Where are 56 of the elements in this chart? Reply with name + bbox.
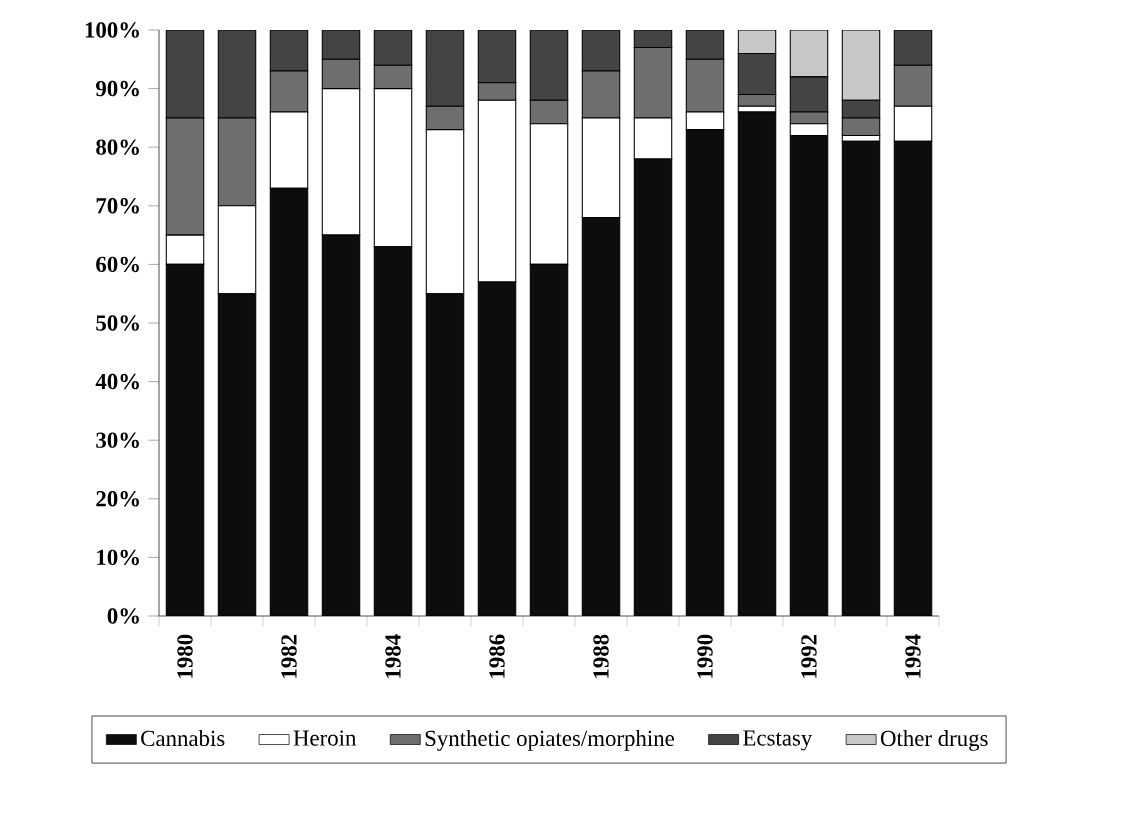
bar — [633, 158, 673, 616]
bar — [373, 246, 413, 616]
y-tick-label: 60% — [96, 256, 139, 273]
y-tick-label: 20% — [96, 491, 139, 507]
bar — [789, 30, 829, 78]
bar — [685, 30, 725, 60]
x-tick-label: 1994 — [905, 634, 921, 678]
bar — [893, 30, 933, 66]
x-tick-label: 1984 — [385, 634, 401, 678]
bar — [529, 30, 569, 101]
bar — [321, 30, 361, 60]
bar — [737, 111, 777, 616]
bar — [217, 30, 257, 119]
y-tick-label: 30% — [96, 432, 139, 448]
legend-label: Synthetic opiates/morphine — [425, 730, 674, 751]
bar — [269, 30, 309, 72]
bar — [373, 30, 413, 66]
legend-label: Other drugs — [880, 730, 988, 751]
bar — [269, 187, 309, 616]
y-tick-label: 100% — [85, 22, 139, 38]
bar — [581, 216, 621, 616]
x-tick-label: 1980 — [177, 634, 193, 678]
bar — [217, 293, 257, 616]
bar — [789, 76, 829, 113]
y-tick-label: 80% — [96, 139, 139, 155]
bar — [165, 263, 205, 616]
bar — [789, 134, 829, 616]
bar — [685, 129, 725, 616]
bar — [581, 30, 621, 72]
bar — [529, 263, 569, 616]
legend-label: Cannabis — [141, 730, 225, 747]
bar — [477, 30, 517, 84]
bar — [841, 140, 881, 616]
bar — [165, 30, 205, 119]
legend-label: Ecstasy — [743, 730, 813, 751]
bar — [425, 30, 465, 107]
x-tick-label: 1982 — [281, 634, 297, 678]
y-tick-label: 10% — [97, 549, 139, 566]
bar — [425, 293, 465, 616]
bar — [893, 140, 933, 616]
x-tick-label: 1992 — [801, 634, 817, 678]
bar — [841, 30, 881, 101]
legend-label: Heroin — [293, 730, 357, 746]
x-tick-label: 1986 — [489, 634, 505, 678]
y-tick-label: 70% — [96, 198, 139, 214]
x-tick-label: 1988 — [593, 634, 609, 678]
y-tick-label: 40% — [95, 373, 139, 390]
y-tick-label: 50% — [96, 315, 139, 331]
bar — [737, 52, 777, 95]
bar — [321, 234, 361, 616]
x-tick-label: 1990 — [697, 634, 713, 678]
y-tick-label: 0% — [107, 608, 139, 624]
bar — [737, 93, 777, 107]
bar — [737, 30, 777, 54]
bar — [477, 281, 517, 616]
y-tick-label: 90% — [96, 80, 139, 97]
